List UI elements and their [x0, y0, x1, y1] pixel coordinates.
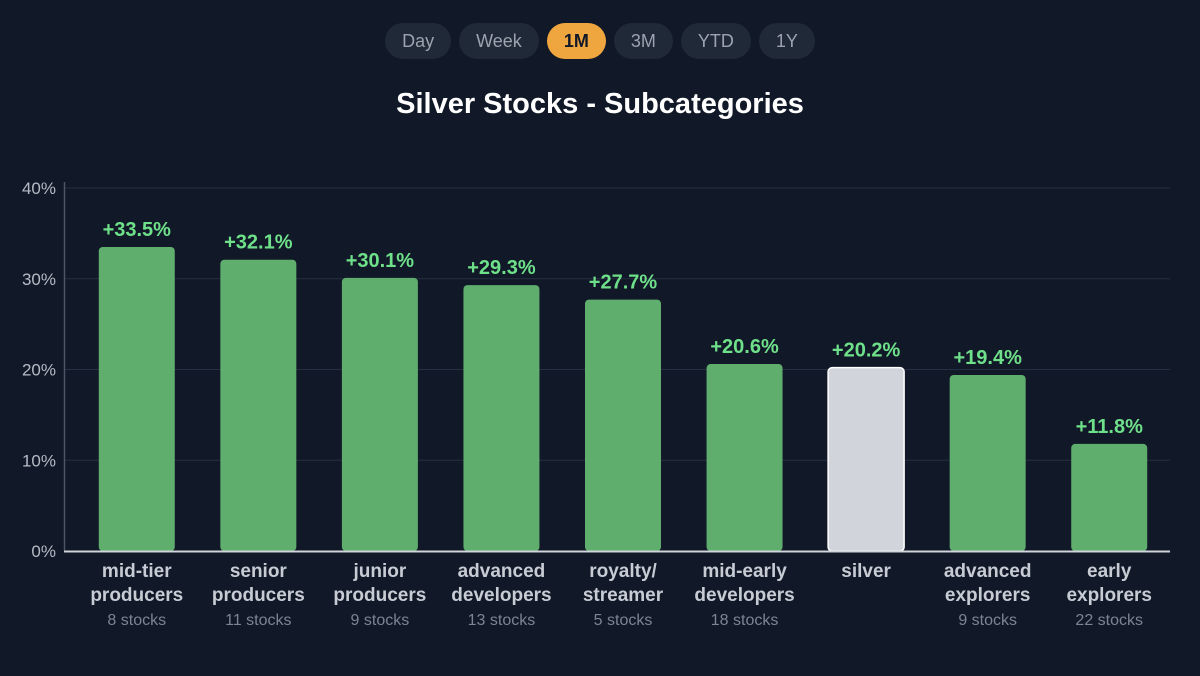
stock-count-label: 13 stocks: [468, 612, 536, 629]
category-label: developers: [694, 585, 794, 606]
stock-count-label: 22 stocks: [1075, 612, 1143, 629]
category-label: advanced: [944, 561, 1032, 582]
chart-title: Silver Stocks - Subcategories: [396, 88, 804, 120]
category-label: early: [1087, 561, 1132, 582]
stock-count-label: 9 stocks: [958, 612, 1017, 629]
category-label: developers: [451, 585, 551, 606]
stock-count-label: 5 stocks: [594, 612, 653, 629]
category-label: mid-early: [702, 561, 787, 582]
y-tick-label: 10%: [22, 451, 56, 470]
category-label: senior: [230, 561, 288, 582]
category-label: producers: [212, 585, 305, 606]
value-label: +30.1%: [346, 250, 415, 272]
bar-advanced-developers: [463, 285, 540, 551]
category-label: royalty/: [589, 561, 657, 582]
value-label: +20.2%: [832, 340, 901, 362]
category-label: explorers: [1066, 585, 1152, 606]
value-label: +32.1%: [224, 232, 293, 254]
y-tick-label: 0%: [31, 542, 56, 561]
category-label: junior: [352, 561, 406, 582]
bar-mid-early-developers: [706, 364, 783, 551]
tab-1y[interactable]: 1Y: [758, 23, 815, 59]
value-label: +33.5%: [103, 219, 172, 241]
bar-mid-tier-producers: [98, 246, 175, 552]
stock-count-label: 9 stocks: [351, 612, 410, 629]
category-label: streamer: [583, 585, 664, 606]
bar-royalty-streamer: [585, 299, 661, 551]
stock-count-label: 18 stocks: [711, 612, 779, 629]
bar-junior-producers: [341, 277, 418, 551]
tab-week[interactable]: Week: [459, 23, 539, 59]
bar-early-explorers: [1071, 443, 1148, 551]
category-label: producers: [333, 585, 426, 606]
value-label: +27.7%: [589, 272, 658, 294]
y-tick-label: 40%: [22, 179, 56, 198]
y-tick-label: 20%: [22, 361, 56, 380]
y-tick-label: 30%: [22, 270, 56, 289]
value-label: +19.4%: [953, 347, 1022, 369]
value-label: +29.3%: [467, 257, 536, 279]
stock-count-label: 11 stocks: [225, 612, 291, 629]
bar-silver: [827, 366, 905, 552]
tab-ytd[interactable]: YTD: [680, 23, 751, 59]
category-label: silver: [841, 561, 891, 582]
category-label: producers: [90, 585, 183, 606]
category-label: mid-tier: [102, 561, 172, 582]
tab-day[interactable]: Day: [385, 23, 452, 59]
category-label: advanced: [458, 561, 546, 582]
tab-1m[interactable]: 1M: [546, 23, 606, 59]
value-label: +20.6%: [710, 336, 779, 358]
bar-advanced-explorers: [949, 374, 1026, 551]
category-label: explorers: [945, 585, 1031, 606]
bar-senior-producers: [220, 259, 297, 551]
value-label: +11.8%: [1076, 416, 1144, 438]
stock-count-label: 8 stocks: [107, 612, 166, 629]
tab-3m[interactable]: 3M: [613, 23, 673, 59]
timeframe-tabs: Day Week 1M 3M YTD 1Y: [0, 23, 1200, 59]
